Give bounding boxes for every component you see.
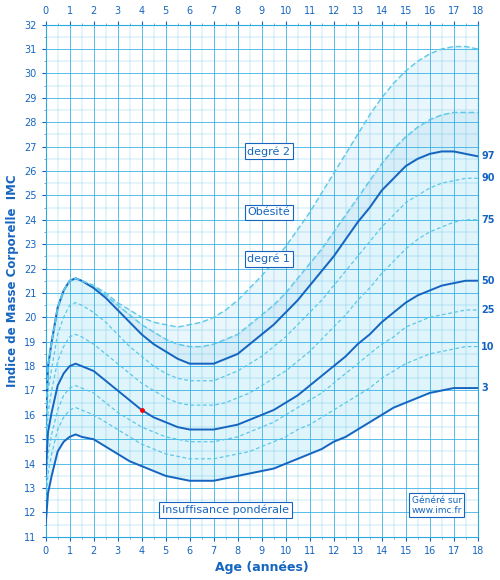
Text: 90: 90 [482, 173, 495, 183]
Text: 50: 50 [482, 276, 495, 286]
Text: 97: 97 [482, 151, 495, 161]
Text: degré 1: degré 1 [248, 253, 290, 264]
Text: 25: 25 [482, 305, 495, 315]
Text: 10: 10 [482, 342, 495, 351]
Y-axis label: Indice de Masse Corporelle  IMC: Indice de Masse Corporelle IMC [6, 175, 18, 387]
Text: 75: 75 [482, 215, 495, 224]
Text: Insuffisance pondérale: Insuffisance pondérale [162, 505, 289, 515]
Text: Généré sur
www.imc.fr: Généré sur www.imc.fr [412, 495, 462, 515]
Text: Obésité: Obésité [248, 208, 290, 218]
X-axis label: Age (années): Age (années) [215, 561, 308, 574]
Text: 3: 3 [482, 383, 488, 393]
Text: degré 2: degré 2 [248, 146, 290, 157]
